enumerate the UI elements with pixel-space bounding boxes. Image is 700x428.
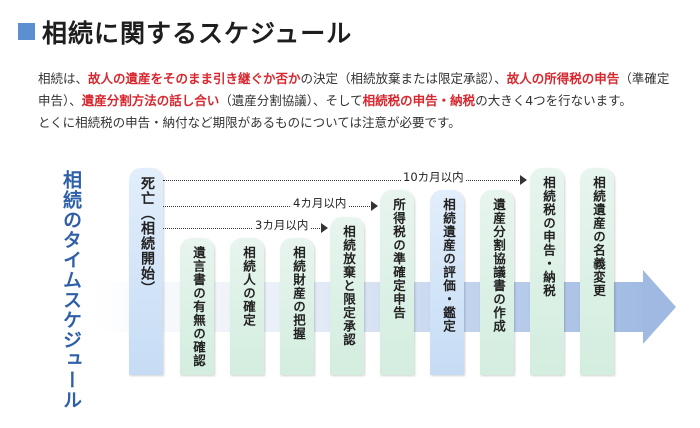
timeline-step-heir-confirm: 相続人の確定 xyxy=(230,238,264,375)
duration-4-months: 4カ月以内 xyxy=(163,195,378,213)
highlight-income-tax: 故人の所得税の申告 xyxy=(506,71,620,86)
step-label: 相続遺産の名義変更 xyxy=(591,176,606,298)
highlight-division-discussion: 遺産分割方法の話し合い xyxy=(81,93,220,108)
title-marker xyxy=(18,23,35,40)
step-label: 死亡（相続開始） xyxy=(139,176,155,296)
timeline-arrow-head xyxy=(643,270,676,344)
duration-3-months: 3カ月以内 xyxy=(163,217,328,235)
timeline-step-quasi-final-return: 所得税の準確定申告 xyxy=(380,190,414,375)
step-label: 相続遺産の評価・鑑定 xyxy=(441,198,456,333)
step-label: 遺言書の有無の確認 xyxy=(191,246,206,368)
arrow-head-icon xyxy=(371,201,378,211)
arrow-head-icon xyxy=(520,175,527,185)
step-label: 所得税の準確定申告 xyxy=(391,198,406,320)
step-label: 相続財産の把握 xyxy=(291,246,306,341)
duration-label: 4カ月以内 xyxy=(291,195,349,211)
timeline-step-title-transfer: 相続遺産の名義変更 xyxy=(580,168,614,375)
timeline-step-asset-valuation: 相続遺産の評価・鑑定 xyxy=(430,190,464,375)
intro-text-segment: の大きく4つを行ないます。 xyxy=(475,93,632,108)
intro-text: 相続は、故人の遺産をそのまま引き継ぐか否かの決定（相続放棄または限定承認）、故人… xyxy=(38,68,678,134)
timeline-title: 相続のタイムスケジュール xyxy=(60,170,82,410)
step-label: 相続放棄と限定承認 xyxy=(341,225,356,347)
timeline-arrow-band xyxy=(93,282,653,332)
duration-label: 10カ月以内 xyxy=(401,169,466,185)
step-label: 相続税の申告・納税 xyxy=(541,176,556,298)
timeline-step-renunciation: 相続放棄と限定承認 xyxy=(330,217,364,375)
page-title: 相続に関するスケジュール xyxy=(42,19,353,48)
intro-text-segment: 相続は、 xyxy=(38,71,89,86)
timeline-step-asset-grasp: 相続財産の把握 xyxy=(280,238,314,375)
intro-text-segment: （準確定申告）、 xyxy=(38,71,670,108)
intro-text-segment: （遺産分割協議）、そして xyxy=(219,93,363,108)
intro-paragraph-2: とくに相続税の申告・納付など期限があるものについては注意が必要です。 xyxy=(38,115,461,130)
duration-line xyxy=(163,206,372,207)
duration-line xyxy=(163,228,322,229)
step-label: 相続人の確定 xyxy=(241,246,256,327)
duration-line xyxy=(163,180,521,181)
arrow-head-icon xyxy=(321,223,328,233)
timeline-step-division-agreement: 遺産分割協議書の作成 xyxy=(480,190,514,375)
duration-label: 3カ月以内 xyxy=(253,217,311,233)
intro-text-segment: の決定（相続放棄または限定承認）、 xyxy=(300,71,507,86)
step-label: 遺産分割協議書の作成 xyxy=(491,198,506,333)
highlight-inheritance-tax: 相続税の申告・納税 xyxy=(362,93,476,108)
intro-paragraph-1: 相続は、故人の遺産をそのまま引き継ぐか否かの決定（相続放棄または限定承認）、故人… xyxy=(38,68,678,112)
duration-10-months: 10カ月以内 xyxy=(163,169,527,187)
timeline-step-tax-filing: 相続税の申告・納税 xyxy=(530,168,564,375)
timeline-step-death: 死亡（相続開始） xyxy=(129,168,163,375)
highlight-inheritance-decision: 故人の遺産をそのまま引き継ぐか否か xyxy=(88,71,301,86)
timeline-step-will-check: 遺言書の有無の確認 xyxy=(180,238,214,375)
